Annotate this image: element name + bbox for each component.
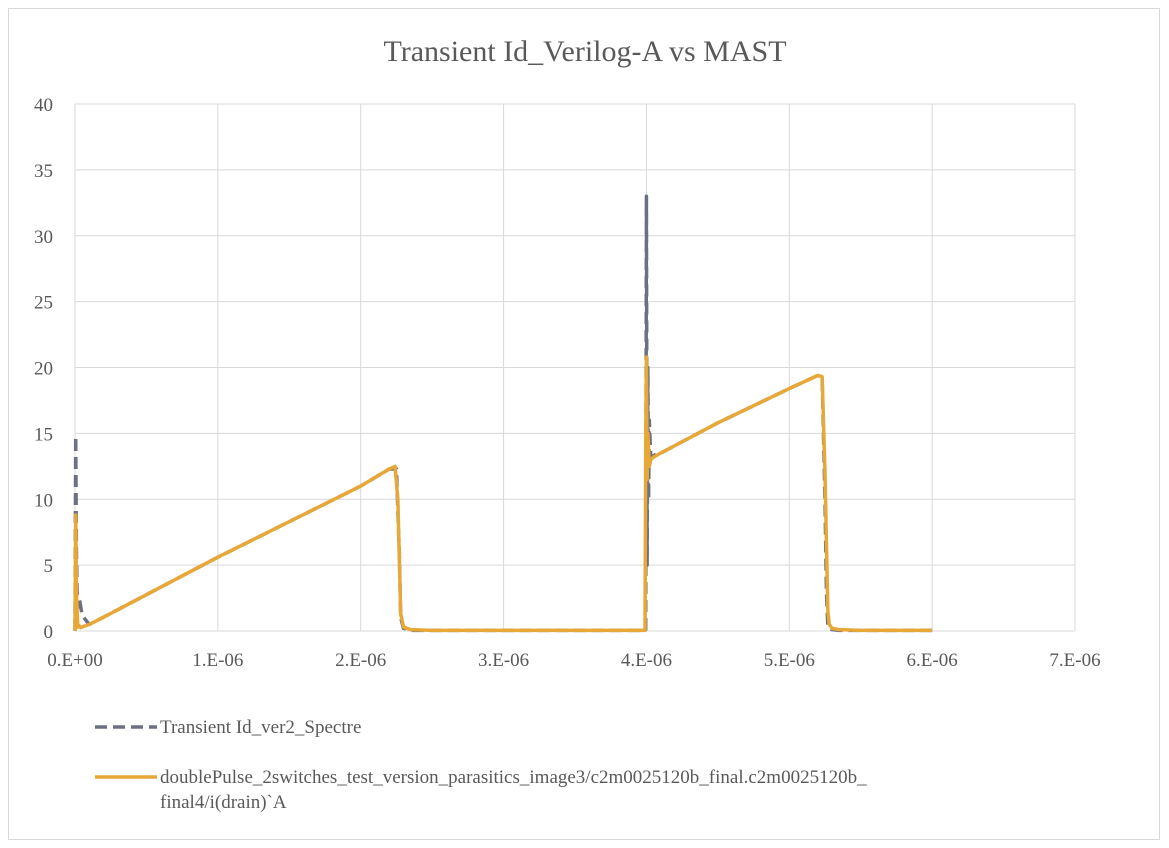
y-tick-label: 35	[34, 161, 53, 182]
x-tick-label: 0.E+00	[47, 650, 103, 671]
legend-label-2: doublePulse_2switches_test_version_paras…	[160, 767, 867, 813]
axes: 0 5 10 15 20 25 30 35 40 0.E+00 1.E-06 2.E-06 3.E-06…	[34, 95, 1101, 671]
x-tick-label: 2.E-06	[335, 650, 386, 671]
x-tick-label: 4.E-06	[621, 650, 672, 671]
y-tick-label: 20	[34, 359, 53, 380]
chart-title: Transient Id_Verilog-A vs MAST	[383, 35, 786, 68]
x-tick-label: 7.E-06	[1049, 650, 1100, 671]
x-tick-label: 1.E-06	[192, 650, 243, 671]
x-tick-label: 5.E-06	[764, 650, 815, 671]
line-chart: Transient Id_Verilog-A vs MAST 0 5 10 15 20 2…	[34, 35, 1101, 813]
series-lines	[73, 194, 933, 633]
legend-label-2-line-1: doublePulse_2switches_test_version_paras…	[160, 767, 867, 788]
y-tick-label: 40	[34, 95, 53, 116]
x-tick-label: 6.E-06	[907, 650, 958, 671]
y-tick-label: 5	[44, 556, 54, 577]
y-tick-label: 0	[44, 622, 54, 643]
legend-label-2-line-2: final4/i(drain)`A	[160, 792, 287, 813]
series-line-2	[73, 355, 933, 633]
x-tick-label: 3.E-06	[478, 650, 529, 671]
legend-label-1: Transient Id_ver2_Spectre	[160, 717, 361, 738]
chart-container: Transient Id_Verilog-A vs MAST 0 5 10 15 20 2…	[8, 8, 1160, 840]
legend: Transient Id_ver2_Spectre doublePulse_2sw…	[95, 717, 867, 813]
y-tick-label: 30	[34, 227, 53, 248]
y-tick-label: 15	[34, 424, 53, 445]
y-tick-label: 10	[34, 490, 53, 511]
y-tick-label: 25	[34, 293, 53, 314]
